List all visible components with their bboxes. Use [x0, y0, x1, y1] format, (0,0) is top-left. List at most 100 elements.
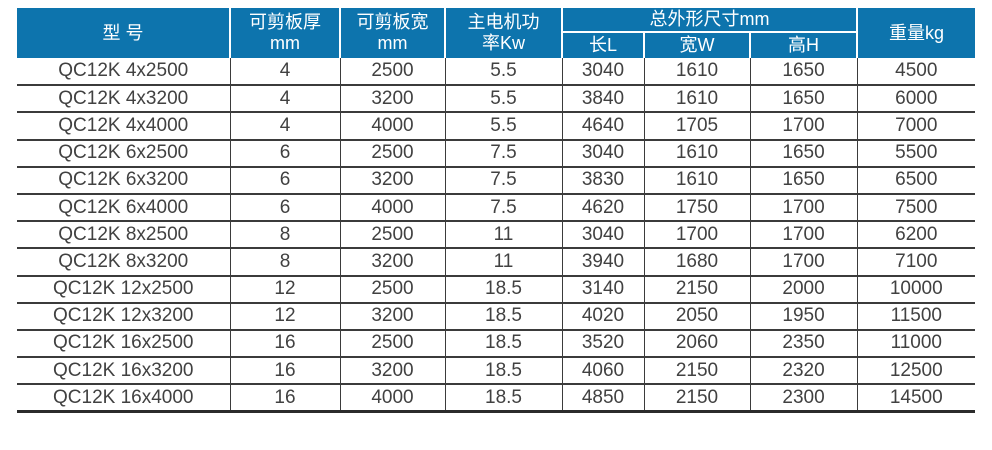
header-weight: 重量kg [856, 8, 976, 58]
cell-height: 2320 [750, 357, 858, 386]
cell-sheet_width: 3200 [340, 357, 446, 386]
table-body: QC12K 4x2500 4 2500 5.5 3040 1610 1650 4500 QC12… [17, 58, 976, 413]
cell-sheet_width: 3200 [340, 166, 446, 195]
header-row-sub: 长L 宽W 高H [17, 32, 975, 58]
cell-motor_power: 5.5 [445, 112, 563, 141]
cell-width: 1750 [644, 193, 751, 223]
header-height: 高H [748, 32, 858, 58]
header-motor-power: 主电机功 率Kw [444, 8, 562, 58]
table-row: QC12K 16x3200 16 3200 18.5 4060 2150 2320 12500 [17, 357, 976, 386]
cell-thickness: 16 [230, 329, 341, 359]
table-row: QC12K 6x3200 6 3200 7.5 3830 1610 1650 6500 [17, 166, 976, 195]
cell-width: 1610 [644, 139, 751, 168]
cell-weight: 11000 [857, 329, 976, 359]
cell-height: 1650 [750, 85, 858, 114]
spec-table: 型 号 可剪板厚 mm 可剪板宽 mm 主电机功 率Kw 总外形尺寸mm 重量k… [17, 8, 976, 413]
cell-thickness: 8 [230, 248, 341, 277]
cell-sheet_width: 2500 [340, 329, 446, 359]
cell-thickness: 6 [230, 193, 341, 223]
cell-length: 4850 [562, 384, 645, 413]
cell-width: 2050 [644, 302, 751, 331]
cell-length: 4620 [562, 193, 645, 223]
cell-weight: 4500 [857, 58, 976, 87]
header-row-top: 型 号 可剪板厚 mm 可剪板宽 mm 主电机功 率Kw 总外形尺寸mm 重量k… [17, 8, 976, 58]
cell-motor_power: 18.5 [445, 384, 563, 413]
table-row: QC12K 8x3200 8 3200 11 3940 1680 1700 7100 [17, 248, 976, 277]
cell-thickness: 16 [230, 384, 341, 413]
cell-motor_power: 7.5 [445, 139, 563, 168]
cell-weight: 14500 [857, 384, 976, 413]
cell-weight: 5500 [857, 139, 976, 168]
cell-length: 3140 [562, 275, 645, 304]
cell-height: 1950 [750, 302, 858, 331]
cell-weight: 6200 [857, 221, 976, 250]
table-row: QC12K 16x2500 16 2500 18.5 3520 2060 2350 11000 [17, 329, 976, 359]
cell-model: QC12K 8x3200 [17, 248, 231, 277]
cell-length: 3840 [562, 85, 645, 114]
cell-width: 2150 [644, 275, 751, 304]
cell-width: 1705 [644, 112, 751, 141]
table-header: 型 号 可剪板厚 mm 可剪板宽 mm 主电机功 率Kw 总外形尺寸mm 重量k… [17, 8, 976, 58]
cell-sheet_width: 2500 [340, 275, 446, 304]
cell-length: 3040 [562, 139, 645, 168]
cell-length: 3520 [562, 329, 645, 359]
cell-weight: 6500 [857, 166, 976, 195]
cell-motor_power: 18.5 [445, 357, 563, 386]
cell-height: 1650 [750, 166, 858, 195]
table-row: QC12K 6x2500 6 2500 7.5 3040 1610 1650 5500 [17, 139, 976, 168]
cell-height: 1700 [750, 193, 858, 223]
header-thickness: 可剪板厚 mm [229, 8, 340, 58]
cell-weight: 6000 [857, 85, 976, 114]
cell-width: 2150 [644, 357, 751, 386]
cell-length: 3830 [562, 166, 645, 195]
cell-thickness: 4 [230, 58, 341, 87]
cell-height: 2000 [750, 275, 858, 304]
cell-motor_power: 7.5 [445, 166, 563, 195]
cell-width: 1610 [644, 58, 751, 87]
cell-model: QC12K 4x4000 [17, 112, 231, 141]
spec-table-container: 型 号 可剪板厚 mm 可剪板宽 mm 主电机功 率Kw 总外形尺寸mm 重量k… [17, 8, 976, 413]
header-length: 长L [561, 32, 644, 58]
table-row: QC12K 4x4000 4 4000 5.5 4640 1705 1700 7000 [17, 112, 976, 141]
table-row: QC12K 12x2500 12 2500 18.5 3140 2150 2000 10000 [17, 275, 976, 304]
cell-sheet_width: 2500 [340, 221, 446, 250]
cell-model: QC12K 4x3200 [17, 85, 231, 114]
cell-model: QC12K 12x2500 [17, 275, 231, 304]
cell-motor_power: 18.5 [445, 329, 563, 359]
table-row: QC12K 8x2500 8 2500 11 3040 1700 1700 6200 [17, 221, 976, 250]
cell-thickness: 6 [230, 139, 341, 168]
cell-sheet_width: 4000 [340, 112, 446, 141]
cell-width: 2150 [644, 384, 751, 413]
table-row: QC12K 4x3200 4 3200 5.5 3840 1610 1650 6000 [17, 85, 976, 114]
cell-sheet_width: 2500 [340, 139, 446, 168]
table-row: QC12K 16x4000 16 4000 18.5 4850 2150 2300 14500 [17, 384, 976, 413]
cell-sheet_width: 3200 [340, 302, 446, 331]
cell-thickness: 4 [230, 85, 341, 114]
cell-weight: 12500 [857, 357, 976, 386]
cell-model: QC12K 6x3200 [17, 166, 231, 195]
header-width: 宽W [643, 32, 750, 58]
cell-weight: 7000 [857, 112, 976, 141]
cell-thickness: 12 [230, 302, 341, 331]
cell-thickness: 16 [230, 357, 341, 386]
cell-thickness: 6 [230, 166, 341, 195]
cell-height: 1700 [750, 248, 858, 277]
cell-thickness: 8 [230, 221, 341, 250]
cell-length: 4060 [562, 357, 645, 386]
cell-motor_power: 5.5 [445, 85, 563, 114]
cell-motor_power: 11 [445, 221, 563, 250]
cell-model: QC12K 6x4000 [17, 193, 231, 223]
cell-sheet_width: 4000 [340, 193, 446, 223]
cell-length: 4640 [562, 112, 645, 141]
cell-model: QC12K 8x2500 [17, 221, 231, 250]
cell-thickness: 12 [230, 275, 341, 304]
cell-model: QC12K 12x3200 [17, 302, 231, 331]
cell-motor_power: 18.5 [445, 302, 563, 331]
cell-height: 1700 [750, 221, 858, 250]
cell-length: 3940 [562, 248, 645, 277]
cell-weight: 11500 [857, 302, 976, 331]
cell-model: QC12K 4x2500 [17, 58, 231, 87]
cell-sheet_width: 3200 [340, 248, 446, 277]
cell-motor_power: 18.5 [445, 275, 563, 304]
table-row: QC12K 6x4000 6 4000 7.5 4620 1750 1700 7500 [17, 193, 976, 223]
